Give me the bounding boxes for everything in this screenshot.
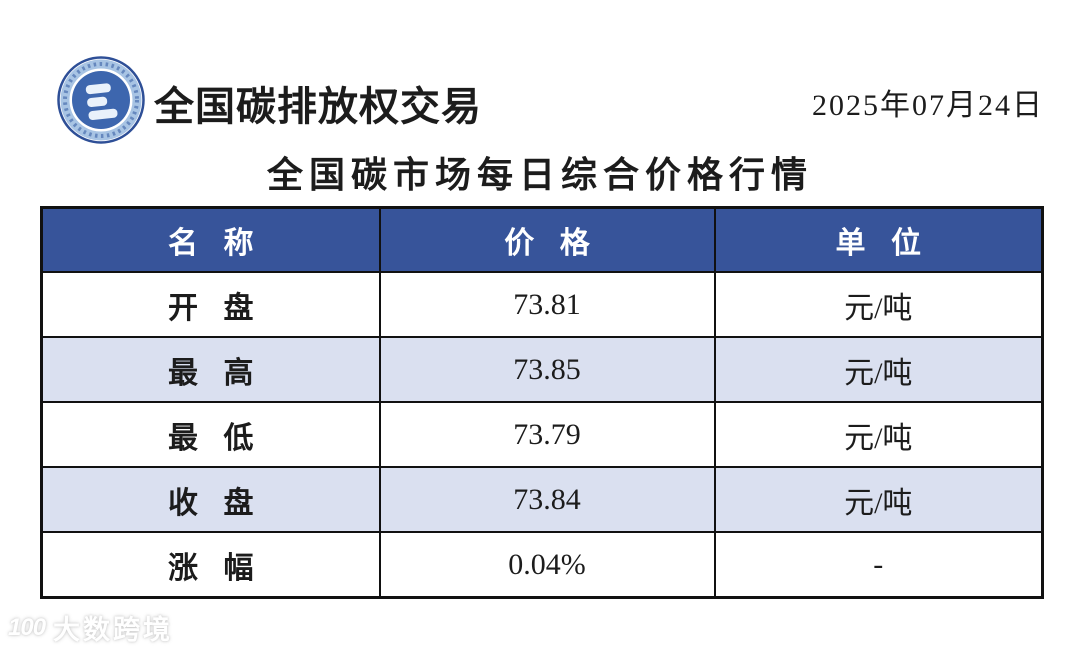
row-unit: 元/吨 [713,401,1044,468]
table-row-high: 最 高 73.85 元/吨 [40,336,1044,403]
row-price: 73.85 [378,336,716,403]
table-row-close: 收 盘 73.84 元/吨 [40,466,1044,533]
page-title: 全国碳市场每日综合价格行情 [266,155,813,195]
table-row-low: 最 低 73.79 元/吨 [40,401,1044,468]
report-date: 2025年07月24日 [812,89,1044,122]
row-label: 最 低 [40,401,381,468]
brand-title: 全国碳排放权交易 [154,84,482,129]
column-header-unit: 单 位 [713,206,1044,273]
row-label: 最 高 [40,336,381,403]
watermark-100-icon: 100 [8,613,46,641]
watermark-text: 大数跨境 [53,615,174,645]
row-price: 73.84 [378,466,716,533]
row-price: 73.79 [378,401,716,468]
row-unit: - [713,531,1044,599]
row-price: 0.04% [378,531,716,599]
column-header-name: 名 称 [40,206,381,273]
national-carbon-trading-logo [56,55,146,145]
row-price: 73.81 [378,271,716,338]
table-row-change: 涨 幅 0.04% - [40,531,1044,599]
daily-price-table: 名 称 价 格 单 位 开 盘 73.81 元/吨 最 高 73.85 元/吨 … [40,206,1044,599]
table-row-open: 开 盘 73.81 元/吨 [40,271,1044,338]
watermark: 100 大数跨境 [8,608,173,647]
row-label: 开 盘 [40,271,381,338]
logo-emblem-icon [57,56,145,144]
row-unit: 元/吨 [713,271,1044,338]
row-label: 涨 幅 [40,531,381,599]
table-header-row: 名 称 价 格 单 位 [40,206,1044,273]
row-label: 收 盘 [40,466,381,533]
row-unit: 元/吨 [713,466,1044,533]
column-header-price: 价 格 [378,206,716,273]
row-unit: 元/吨 [713,336,1044,403]
